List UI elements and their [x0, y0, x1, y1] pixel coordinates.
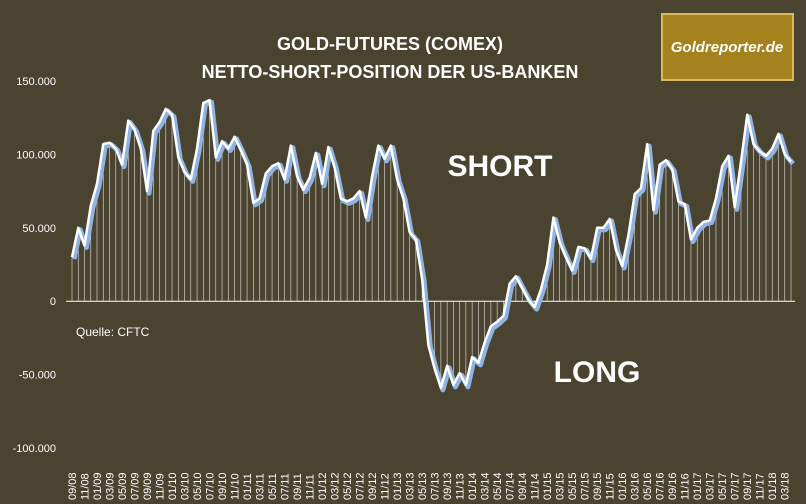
- y-tick-label: 0: [50, 296, 56, 308]
- x-tick-label: 01/11: [242, 473, 254, 500]
- y-tick-label: 50.000: [22, 223, 56, 235]
- x-tick-label: 07/15: [580, 472, 592, 500]
- y-tick-label: 100.000: [16, 149, 56, 161]
- line: [70, 98, 792, 390]
- x-tick-label: 05/13: [417, 472, 429, 500]
- x-tick-label: 05/09: [117, 472, 129, 500]
- y-tick-label: -100.000: [13, 443, 56, 455]
- x-tick-label: 09/09: [142, 472, 154, 500]
- annotation: LONG: [554, 356, 641, 389]
- x-tick-label: 11/11: [305, 474, 317, 500]
- x-tick-label: 09/12: [367, 472, 379, 500]
- x-tick-label: 11/14: [530, 473, 542, 500]
- x-tick-label: 09/11: [292, 473, 304, 500]
- x-tick-label: 09/16: [667, 472, 679, 500]
- x-tick-label: 03/11: [255, 473, 267, 500]
- x-tick-label: 07/16: [655, 472, 667, 500]
- y-tick-label: 150.000: [16, 76, 56, 88]
- x-tick-label: 11/09: [155, 473, 167, 500]
- x-tick-label: 05/11: [267, 473, 279, 500]
- x-tick-label: 03/15: [555, 472, 567, 500]
- x-tick-label: 05/15: [567, 472, 579, 500]
- x-tick-label: 07/13: [430, 472, 442, 500]
- x-tick-label: 11/17: [755, 473, 767, 500]
- x-tick-label: 11/08: [80, 473, 92, 500]
- x-tick-label: 09/17: [742, 472, 754, 500]
- logo: Goldreporter.de: [671, 39, 784, 56]
- x-tick-label: 01/12: [317, 472, 329, 500]
- x-tick-label: 05/17: [717, 472, 729, 500]
- x-tick-label: 01/09: [92, 472, 104, 500]
- x-tick-label: 05/16: [642, 472, 654, 500]
- x-tick-label: 05/14: [492, 472, 504, 500]
- chart-title: NETTO-SHORT-POSITION DER US-BANKEN: [202, 62, 579, 82]
- x-tick-label: 09/10: [217, 472, 229, 500]
- annotation: SHORT: [448, 150, 553, 183]
- x-tick-label: 11/12: [380, 473, 392, 500]
- x-tick-label: 09/14: [517, 472, 529, 500]
- x-tick-label: 11/16: [680, 473, 692, 500]
- y-tick-label: -50.000: [19, 370, 56, 382]
- x-tick-label: 01/15: [542, 472, 554, 500]
- x-tick-label: 03/14: [480, 472, 492, 500]
- x-tick-label: 03/13: [405, 472, 417, 500]
- x-tick-label: 01/13: [392, 472, 404, 500]
- x-tick-label: 09/15: [592, 472, 604, 500]
- x-tick-label: 05/12: [342, 472, 354, 500]
- x-tick-label: 07/11: [280, 473, 292, 500]
- x-tick-label: 03/18: [780, 472, 792, 500]
- x-tick-label: 07/17: [730, 472, 742, 500]
- x-tick-label: 09/08: [67, 472, 79, 500]
- x-tick-label: 07/14: [505, 472, 517, 500]
- x-tick-label: 11/13: [455, 473, 467, 500]
- x-tick-label: 03/17: [705, 472, 717, 500]
- logo-box: [661, 13, 794, 81]
- x-tick-label: 11/10: [230, 473, 242, 500]
- x-tick-label: 09/13: [442, 472, 454, 500]
- x-tick-label: 03/12: [330, 472, 342, 500]
- x-tick-label: 07/09: [130, 472, 142, 500]
- x-tick-label: 01/17: [692, 472, 704, 500]
- x-tick-label: 01/10: [167, 472, 179, 500]
- x-tick-label: 07/12: [355, 472, 367, 500]
- x-tick-label: 01/18: [767, 472, 779, 500]
- x-tick-label: 03/16: [630, 472, 642, 500]
- source-note: Quelle: CFTC: [76, 325, 150, 339]
- x-tick-label: 07/10: [205, 472, 217, 500]
- x-tick-label: 01/16: [617, 472, 629, 500]
- x-tick-label: 11/15: [605, 473, 617, 500]
- x-tick-label: 01/14: [467, 472, 479, 500]
- x-tick-label: 03/10: [180, 472, 192, 500]
- x-tick-label: 03/09: [105, 472, 117, 500]
- x-tick-label: 05/10: [192, 472, 204, 500]
- chart-title: GOLD-FUTURES (COMEX): [277, 34, 503, 54]
